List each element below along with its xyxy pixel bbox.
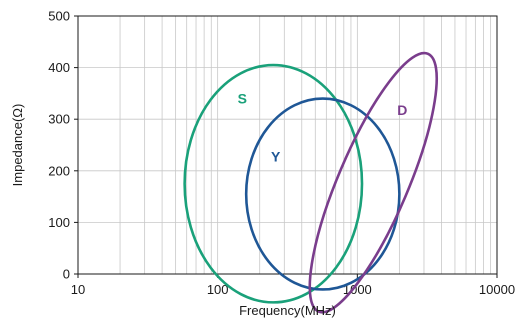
x-axis-label: Frequency(MHz)	[239, 303, 336, 318]
y-tick-label: 0	[63, 267, 70, 282]
y-tick-label: 400	[48, 60, 70, 75]
x-tick-label: 10000	[479, 282, 515, 297]
plot-frame	[77, 15, 498, 275]
y-tick-label: 200	[48, 163, 70, 178]
series-ellipse-d	[308, 51, 439, 314]
x-tick-label: 100	[207, 282, 229, 297]
series-ellipse-y	[244, 97, 401, 291]
x-tick-label: 10	[71, 282, 85, 297]
series-label-s: S	[238, 91, 247, 107]
series-ellipse-s	[183, 63, 364, 304]
grid	[78, 16, 497, 274]
y-tick-label: 500	[48, 9, 70, 24]
series-label-d: D	[397, 102, 407, 118]
y-axis-label: Impedance(Ω)	[10, 104, 25, 187]
series-layer: S Y D	[183, 51, 439, 314]
y-tick-label: 100	[48, 215, 70, 230]
y-tick-label: 300	[48, 112, 70, 127]
series-label-y: Y	[271, 148, 281, 164]
